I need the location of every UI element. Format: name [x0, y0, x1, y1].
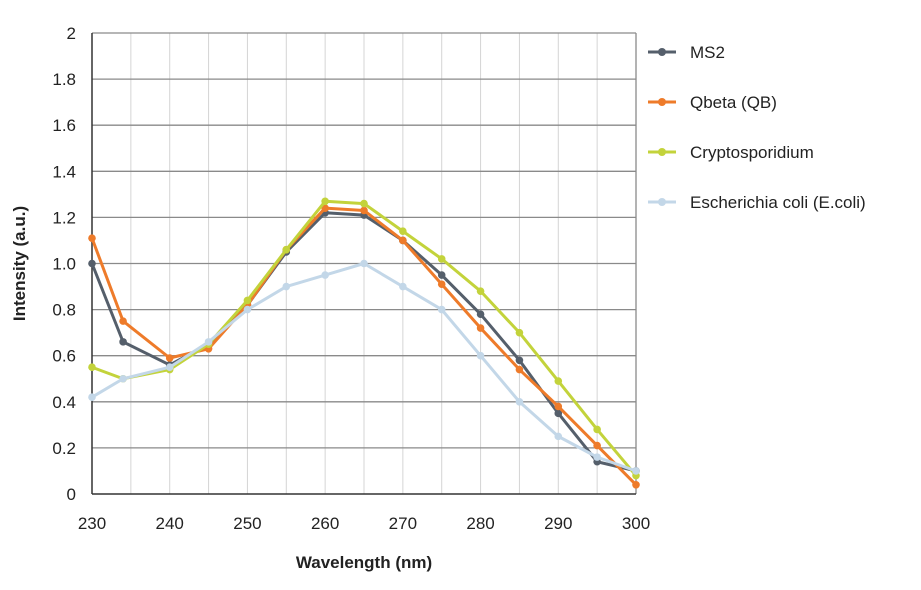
- data-point: [437, 305, 446, 314]
- legend-label: Cryptosporidium: [690, 143, 814, 162]
- data-point: [554, 402, 563, 411]
- legend-marker: [658, 198, 666, 206]
- data-point: [119, 317, 127, 325]
- x-tick-label: 260: [311, 514, 339, 533]
- data-point: [88, 363, 96, 372]
- data-point: [437, 280, 446, 289]
- x-tick-label: 300: [622, 514, 650, 533]
- legend-item: MS2: [648, 43, 725, 62]
- data-point: [119, 338, 127, 346]
- data-point: [360, 206, 368, 215]
- y-tick-label: 1.2: [52, 208, 76, 227]
- data-point: [437, 255, 446, 263]
- data-point: [554, 409, 563, 418]
- y-axis-title: Intensity (a.u.): [10, 206, 29, 321]
- y-tick-label: 1.8: [52, 70, 76, 89]
- data-point: [165, 363, 174, 372]
- legend-item: Escherichia coli (E.coli): [648, 193, 866, 212]
- y-tick-label: 0.2: [52, 439, 76, 458]
- tick-labels: 0 0.2 0.4 0.6 0.8 1.0 1.2 1.4 1.6 1.8 2 230 240 250 26…: [52, 24, 650, 533]
- data-point: [399, 236, 407, 245]
- x-tick-label: 230: [78, 514, 106, 533]
- data-point: [88, 393, 96, 401]
- x-tick-label: 280: [466, 514, 494, 533]
- data-point: [399, 227, 407, 236]
- y-tick-label: 1.0: [52, 255, 76, 274]
- data-point: [282, 282, 291, 291]
- data-point: [321, 204, 329, 212]
- data-point: [360, 199, 368, 208]
- series-escherichia-coli-e-coli: [88, 259, 640, 475]
- y-tick-label: 0.6: [52, 347, 76, 366]
- data-point: [632, 467, 640, 475]
- data-point: [165, 354, 174, 362]
- data-point: [632, 480, 640, 489]
- y-tick-label: 0.4: [52, 393, 76, 412]
- data-point: [321, 197, 329, 206]
- data-point: [515, 356, 524, 365]
- y-tick-label: 1.6: [52, 116, 76, 135]
- data-point: [593, 453, 601, 461]
- legend-item: Cryptosporidium: [648, 143, 814, 162]
- data-point: [476, 324, 485, 332]
- data-point: [282, 245, 291, 254]
- data-point: [437, 271, 446, 279]
- y-tick-label: 0: [67, 485, 76, 504]
- data-point: [88, 259, 96, 268]
- data-point: [593, 425, 601, 434]
- data-point: [119, 374, 127, 383]
- data-point: [399, 282, 407, 291]
- data-point: [515, 398, 524, 406]
- legend-marker: [658, 48, 666, 56]
- legend: MS2 Qbeta (QB) Cryptosporidium Escherichia …: [648, 43, 866, 212]
- data-point: [476, 287, 485, 295]
- data-point: [515, 365, 524, 374]
- legend-label: Qbeta (QB): [690, 93, 777, 112]
- data-point: [243, 305, 252, 314]
- legend-marker: [658, 98, 666, 106]
- data-point: [593, 441, 601, 450]
- data-point: [88, 234, 96, 242]
- x-tick-label: 240: [156, 514, 184, 533]
- data-point: [243, 296, 252, 305]
- x-axis-title: Wavelength (nm): [296, 553, 432, 572]
- legend-label: MS2: [690, 43, 725, 62]
- data-point: [321, 271, 329, 279]
- data-point: [554, 377, 563, 385]
- data-point: [360, 259, 368, 268]
- x-tick-label: 250: [233, 514, 261, 533]
- y-tick-label: 0.8: [52, 301, 76, 320]
- data-point: [515, 328, 524, 337]
- legend-marker: [658, 148, 666, 156]
- x-tick-label: 290: [544, 514, 572, 533]
- y-tick-label: 1.4: [52, 162, 76, 181]
- legend-label: Escherichia coli (E.coli): [690, 193, 866, 212]
- data-point: [204, 338, 213, 346]
- legend-item: Qbeta (QB): [648, 93, 777, 112]
- y-tick-label: 2: [67, 24, 76, 43]
- data-point: [476, 351, 485, 360]
- series-lines: [88, 197, 640, 489]
- data-point: [554, 432, 563, 441]
- x-tick-label: 270: [389, 514, 417, 533]
- data-point: [476, 310, 485, 319]
